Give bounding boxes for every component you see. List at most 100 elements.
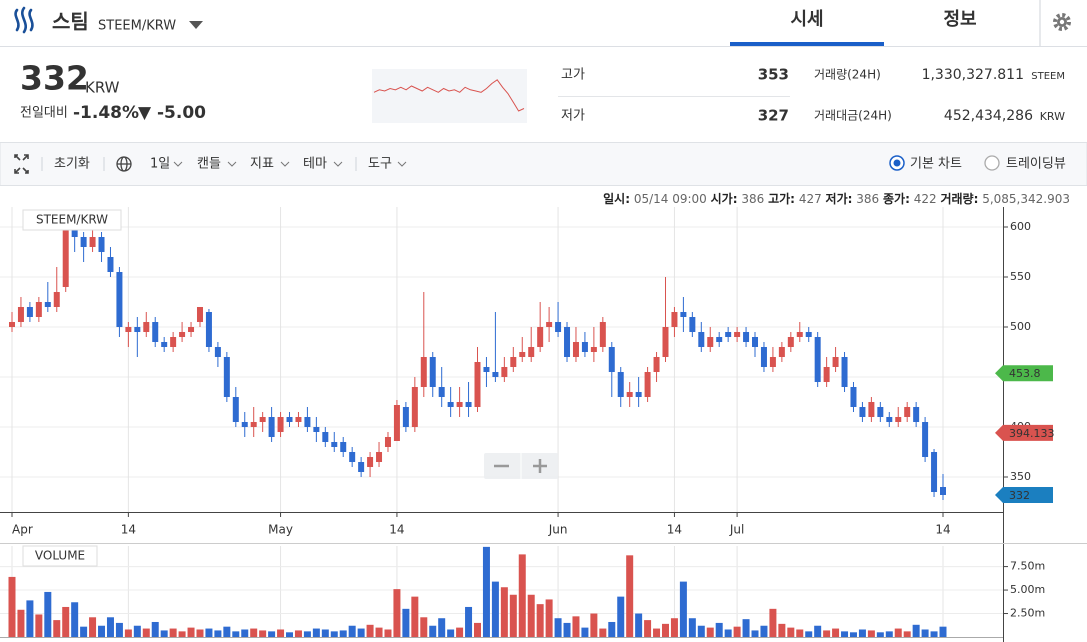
candle-body (170, 337, 177, 347)
candle-body (510, 357, 517, 367)
volume-bar (384, 629, 392, 637)
volume-bar (590, 613, 598, 637)
toolbar-item[interactable]: 지표 (250, 157, 274, 172)
volume-bar (232, 631, 240, 637)
current-price: 332 (20, 59, 89, 98)
candle-body (519, 352, 526, 357)
volume-bar (841, 631, 849, 637)
sparkline (373, 79, 525, 112)
volume-bar (321, 629, 329, 637)
dropdown-caret[interactable] (189, 21, 203, 29)
candle-body (904, 407, 911, 417)
globe-icon[interactable] (116, 156, 132, 172)
tab-info[interactable]: 정보 (943, 9, 976, 30)
volume-bar (250, 628, 258, 637)
volume-bar (420, 617, 428, 637)
zoom-control[interactable] (484, 453, 558, 479)
candle-body (393, 405, 400, 441)
volume-bar (733, 626, 741, 637)
volume-bar (393, 589, 401, 637)
fullscreen-icon[interactable] (14, 154, 29, 174)
info-label: 거래량: (940, 191, 978, 206)
volume-bar (411, 596, 419, 637)
volume-bar (330, 631, 338, 637)
change-amount: ▼ -5.00 (138, 103, 206, 123)
volume-bar (939, 626, 947, 637)
stat-label: 저가 (561, 109, 585, 124)
candle-body (725, 332, 732, 337)
toolbar-item[interactable]: 도구 (368, 157, 392, 172)
candle-body (886, 417, 893, 422)
volume-bar (53, 620, 61, 637)
volume-bar (778, 623, 786, 637)
candle-body (107, 257, 114, 272)
volume-bar (491, 581, 499, 637)
stat-label: 거래량(24H) (814, 68, 881, 82)
volume-bar (98, 625, 106, 637)
candle-body (474, 362, 481, 407)
candle-body (420, 357, 427, 387)
volume-bar (805, 631, 813, 637)
candle-body (626, 392, 633, 397)
candle-body (223, 357, 230, 397)
candle-body (161, 342, 168, 347)
toolbar-item[interactable]: 캔들 (197, 157, 221, 172)
volume-bar (259, 630, 267, 637)
volume-bar (599, 628, 607, 637)
candle-body (402, 407, 409, 427)
toolbar-item[interactable]: 테마 (303, 157, 327, 172)
volume-bar (653, 628, 661, 637)
candle-body (134, 327, 141, 332)
volume-bar (71, 602, 79, 637)
candle-body (653, 357, 660, 372)
toolbar-item[interactable]: 초기화 (54, 157, 90, 172)
chart-label: STEEM/KRW (36, 213, 108, 227)
grid (0, 207, 1003, 637)
candle-body (259, 417, 266, 422)
volume-bar (715, 622, 723, 637)
coin-name: 스팀 (52, 10, 89, 34)
settings-icon[interactable] (1053, 13, 1071, 31)
volume-bar (527, 594, 535, 637)
x-tick-label: May (268, 523, 293, 537)
candle-body (644, 372, 651, 397)
volume-bar (339, 630, 347, 637)
toolbar-item[interactable]: 1일 (150, 157, 170, 172)
volume-bar (106, 617, 114, 637)
candle-body (546, 322, 553, 327)
volume-bar (885, 631, 893, 637)
candle-body (456, 402, 463, 407)
candle-body (769, 357, 776, 367)
x-tick-label: Apr (12, 523, 33, 537)
candle-body (805, 332, 812, 337)
volume-bar (456, 627, 464, 637)
info-value: 422 (914, 192, 937, 206)
candle-body (116, 272, 123, 327)
radio[interactable] (984, 155, 1000, 171)
volume-bar (44, 591, 52, 637)
volume-bar (706, 627, 714, 637)
stat-value: 327 (758, 107, 789, 125)
caret (173, 161, 183, 167)
price-tag (995, 487, 1053, 503)
volume-bar (187, 627, 195, 637)
chart-mode[interactable]: 기본 차트 (910, 157, 962, 172)
caret (333, 161, 343, 167)
candle-body (286, 417, 293, 422)
volume-tick-label: 5.00m (1010, 583, 1045, 596)
y-tick-label: 600 (1010, 220, 1031, 233)
volume-bar (796, 629, 804, 637)
volume-bar (133, 625, 141, 637)
candle-body (89, 237, 96, 247)
tab-price[interactable]: 시세 (790, 9, 823, 30)
x-tick-label: 14 (121, 523, 136, 537)
volume-bar (670, 618, 678, 637)
candle-body (850, 387, 857, 407)
volume-bar (769, 608, 777, 637)
candle-body (340, 442, 347, 452)
stat-unit: KRW (1040, 110, 1065, 123)
chart-mode[interactable]: 트레이딩뷰 (1006, 157, 1066, 172)
header (0, 0, 1087, 46)
info-label: 시가: (711, 191, 738, 206)
